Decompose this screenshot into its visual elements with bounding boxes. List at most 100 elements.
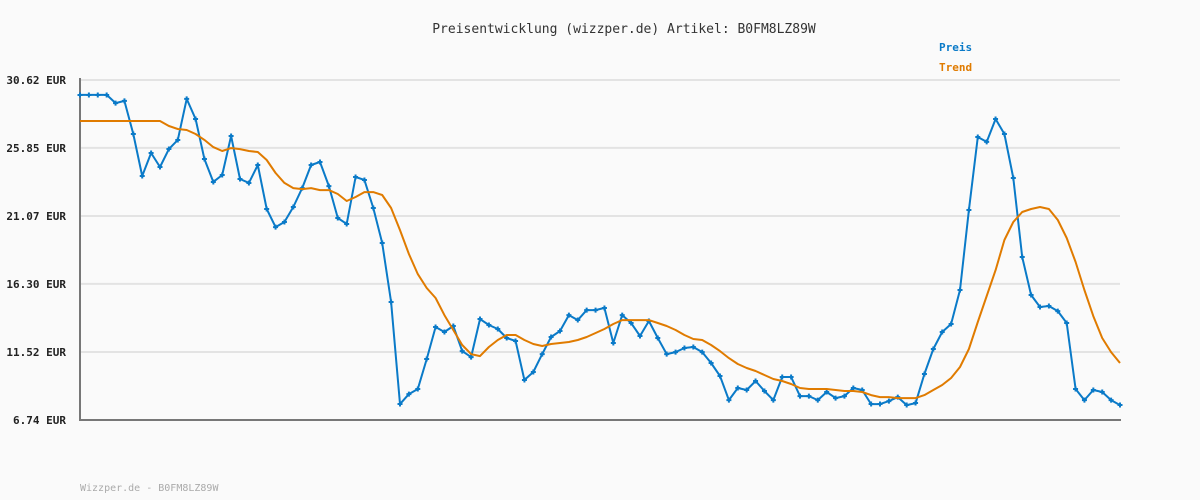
data-point — [735, 385, 741, 391]
data-point — [495, 326, 501, 332]
data-point — [388, 299, 394, 305]
data-point — [708, 360, 714, 366]
series-line-trend — [80, 120, 1121, 400]
data-point — [228, 133, 234, 139]
data-point — [690, 344, 696, 350]
data-point — [655, 335, 661, 341]
data-point — [290, 204, 296, 210]
data-point — [353, 174, 359, 180]
data-point — [157, 164, 163, 170]
data-point — [584, 307, 590, 313]
data-point — [486, 322, 492, 328]
y-tick-label: 16.30 EUR — [6, 278, 66, 291]
data-point — [939, 329, 945, 335]
data-point — [681, 345, 687, 351]
data-point — [264, 206, 270, 212]
data-point — [886, 398, 892, 404]
data-point — [797, 393, 803, 399]
data-point — [824, 389, 830, 395]
data-point — [344, 221, 350, 227]
data-point — [726, 397, 732, 403]
data-point — [904, 402, 910, 408]
data-point — [237, 176, 243, 182]
y-tick-label: 21.07 EUR — [6, 210, 66, 223]
data-point — [1037, 304, 1043, 310]
data-point — [877, 401, 883, 407]
y-tick-label: 6.74 EUR — [13, 414, 66, 427]
data-point — [628, 320, 634, 326]
data-point — [193, 116, 199, 122]
data-point — [673, 349, 679, 355]
data-point — [717, 373, 723, 379]
chart-title: Preisentwicklung (wizzper.de) Artikel: B… — [432, 22, 816, 37]
data-point — [379, 240, 385, 246]
data-point — [210, 179, 216, 185]
data-point — [317, 159, 323, 165]
data-point — [1010, 175, 1016, 181]
legend-preis: Preis — [939, 41, 972, 54]
data-point — [139, 173, 145, 179]
data-point — [1081, 397, 1087, 403]
data-point — [424, 356, 430, 362]
data-point — [459, 348, 465, 354]
data-point — [539, 351, 545, 357]
data-point — [1108, 397, 1114, 403]
data-point — [1073, 386, 1079, 392]
data-point — [433, 324, 439, 330]
y-tick-label: 25.85 EUR — [6, 142, 66, 155]
data-point — [610, 340, 616, 346]
data-point — [246, 180, 252, 186]
data-point — [788, 374, 794, 380]
data-point — [557, 328, 563, 334]
data-point — [993, 116, 999, 122]
data-point — [513, 338, 519, 344]
data-point — [930, 346, 936, 352]
data-point — [975, 134, 981, 140]
data-point — [504, 335, 510, 341]
data-point — [948, 321, 954, 327]
data-point — [166, 146, 172, 152]
legend-trend: Trend — [939, 61, 972, 74]
data-point — [308, 162, 314, 168]
data-point — [619, 312, 625, 318]
footer-text: Wizzper.de - B0FM8LZ89W — [80, 483, 219, 494]
data-point — [415, 386, 421, 392]
data-point — [664, 351, 670, 357]
data-point — [637, 333, 643, 339]
data-point — [833, 395, 839, 401]
data-point — [593, 307, 599, 313]
data-point — [113, 100, 119, 106]
data-point — [850, 385, 856, 391]
data-point — [441, 329, 447, 335]
data-point — [1055, 308, 1061, 314]
data-point — [1099, 389, 1105, 395]
data-point — [370, 205, 376, 211]
data-point — [815, 397, 821, 403]
data-point — [761, 388, 767, 394]
data-point — [753, 378, 759, 384]
data-point — [966, 207, 972, 213]
data-point — [921, 371, 927, 377]
data-point — [273, 224, 279, 230]
data-point — [548, 334, 554, 340]
data-point — [770, 397, 776, 403]
data-point — [361, 177, 367, 183]
data-point — [121, 98, 127, 104]
data-point — [326, 183, 332, 189]
data-point — [219, 172, 225, 178]
data-point — [86, 92, 92, 98]
data-point — [868, 401, 874, 407]
data-point — [468, 354, 474, 360]
data-point — [957, 287, 963, 293]
data-point — [1064, 320, 1070, 326]
data-point — [806, 393, 812, 399]
data-point — [184, 96, 190, 102]
data-point — [1046, 303, 1052, 309]
data-point — [104, 92, 110, 98]
data-point — [566, 312, 572, 318]
data-point — [744, 387, 750, 393]
data-point — [575, 317, 581, 323]
data-point — [601, 305, 607, 311]
data-point — [1028, 292, 1034, 298]
